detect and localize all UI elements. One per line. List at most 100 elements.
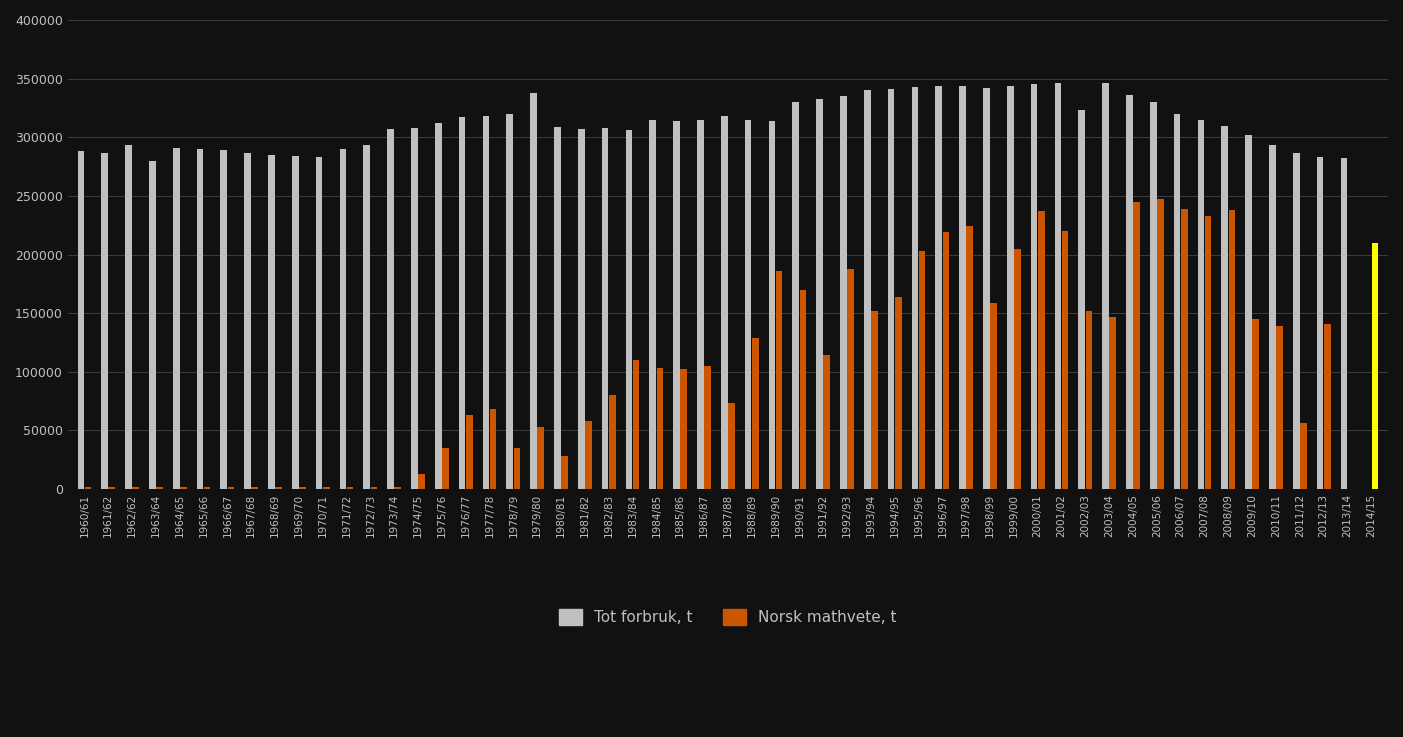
Bar: [1174, 113, 1180, 489]
Bar: [203, 486, 210, 489]
Bar: [585, 421, 592, 489]
Bar: [1007, 85, 1013, 489]
Bar: [912, 87, 919, 489]
Bar: [602, 128, 609, 489]
Bar: [537, 427, 544, 489]
Bar: [776, 271, 783, 489]
Bar: [626, 130, 633, 489]
Bar: [1198, 119, 1204, 489]
Bar: [680, 369, 687, 489]
Bar: [292, 156, 299, 489]
Bar: [244, 153, 251, 489]
Bar: [530, 93, 537, 489]
Bar: [991, 303, 998, 489]
Bar: [251, 486, 258, 489]
Bar: [1103, 83, 1108, 489]
Bar: [1086, 311, 1093, 489]
Bar: [721, 116, 728, 489]
Bar: [824, 355, 831, 489]
Bar: [561, 456, 568, 489]
Bar: [196, 149, 203, 489]
Bar: [752, 338, 759, 489]
Bar: [1372, 242, 1378, 489]
Bar: [466, 415, 473, 489]
Bar: [1157, 200, 1163, 489]
Bar: [1079, 111, 1085, 489]
Bar: [895, 297, 902, 489]
Bar: [299, 486, 306, 489]
Bar: [411, 128, 418, 489]
Bar: [125, 145, 132, 489]
Bar: [370, 486, 377, 489]
Bar: [888, 89, 895, 489]
Bar: [1317, 157, 1323, 489]
Bar: [149, 161, 156, 489]
Legend: Tot forbruk, t, Norsk mathvete, t: Tot forbruk, t, Norsk mathvete, t: [553, 604, 904, 632]
Bar: [1229, 210, 1235, 489]
Bar: [108, 486, 115, 489]
Bar: [633, 360, 640, 489]
Bar: [1205, 216, 1211, 489]
Bar: [1341, 158, 1347, 489]
Bar: [697, 119, 704, 489]
Bar: [1246, 135, 1251, 489]
Bar: [506, 113, 513, 489]
Bar: [769, 121, 776, 489]
Bar: [800, 290, 807, 489]
Bar: [840, 97, 847, 489]
Bar: [387, 129, 394, 489]
Bar: [418, 474, 425, 489]
Bar: [554, 127, 561, 489]
Bar: [1150, 102, 1156, 489]
Bar: [1301, 424, 1306, 489]
Bar: [1038, 212, 1045, 489]
Bar: [1324, 324, 1330, 489]
Bar: [1277, 326, 1282, 489]
Bar: [967, 226, 974, 489]
Bar: [864, 91, 871, 489]
Bar: [227, 486, 234, 489]
Bar: [1181, 209, 1187, 489]
Bar: [340, 149, 347, 489]
Bar: [847, 268, 854, 489]
Bar: [1014, 248, 1021, 489]
Bar: [1127, 95, 1132, 489]
Bar: [316, 157, 323, 489]
Bar: [180, 486, 187, 489]
Bar: [220, 150, 227, 489]
Bar: [793, 102, 800, 489]
Bar: [1055, 83, 1061, 489]
Bar: [156, 486, 163, 489]
Bar: [704, 366, 711, 489]
Bar: [513, 448, 521, 489]
Bar: [101, 153, 108, 489]
Bar: [459, 117, 466, 489]
Bar: [609, 395, 616, 489]
Bar: [483, 116, 490, 489]
Bar: [1062, 231, 1069, 489]
Bar: [650, 119, 657, 489]
Bar: [1253, 319, 1258, 489]
Bar: [943, 232, 950, 489]
Bar: [347, 486, 354, 489]
Bar: [919, 251, 926, 489]
Bar: [960, 85, 965, 489]
Bar: [1031, 85, 1037, 489]
Bar: [132, 486, 139, 489]
Bar: [394, 486, 401, 489]
Bar: [268, 155, 275, 489]
Bar: [1294, 153, 1299, 489]
Bar: [84, 486, 91, 489]
Bar: [817, 99, 824, 489]
Bar: [657, 368, 664, 489]
Bar: [936, 85, 941, 489]
Bar: [871, 311, 878, 489]
Bar: [1270, 145, 1275, 489]
Bar: [323, 486, 330, 489]
Bar: [77, 151, 84, 489]
Bar: [578, 129, 585, 489]
Bar: [173, 148, 180, 489]
Bar: [984, 88, 989, 489]
Bar: [1222, 125, 1228, 489]
Bar: [435, 123, 442, 489]
